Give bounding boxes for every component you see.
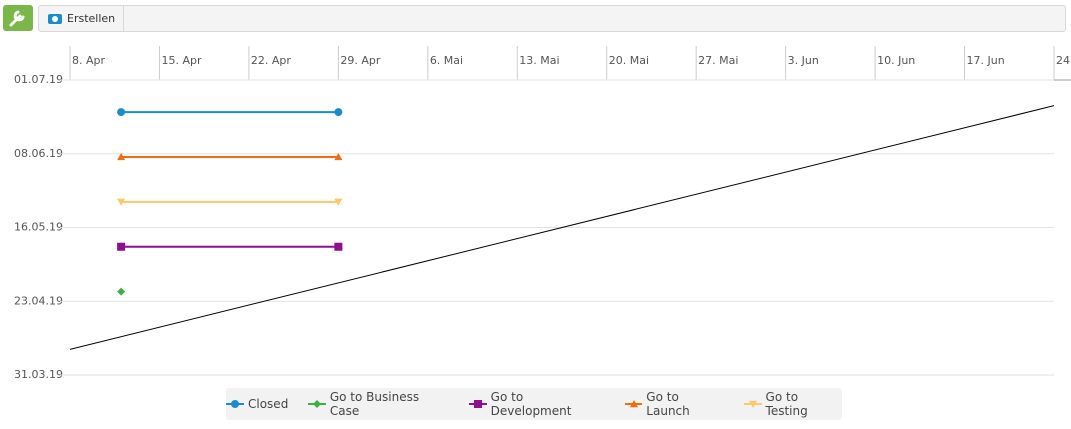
legend-label: Go to Launch <box>646 390 690 418</box>
y-tick-label: 01.07.19 <box>14 73 63 86</box>
y-tick-label: 08.06.19 <box>14 147 63 160</box>
marker <box>313 400 322 408</box>
legend: Closed Go to Business Case Go to Developme… <box>226 388 842 420</box>
x-tick-label: 3. Jun <box>788 54 819 67</box>
x-tick-label: 17. Jun <box>967 54 1005 67</box>
marker <box>231 400 239 408</box>
y-tick-label: 31.03.19 <box>14 368 63 381</box>
camera-icon <box>48 14 62 24</box>
legend-icon <box>624 400 643 408</box>
legend-icon <box>469 400 487 408</box>
legend-icon <box>744 400 762 408</box>
marker <box>334 198 343 206</box>
legend-icon <box>226 400 244 408</box>
marker <box>334 108 343 117</box>
wrench-icon <box>9 10 25 27</box>
marker <box>117 242 126 251</box>
x-tick-label: 20. Mai <box>609 54 649 67</box>
x-tick-label: 22. Apr <box>251 54 291 67</box>
marker <box>117 198 126 206</box>
legend-item[interactable]: Go to Development <box>469 390 605 418</box>
x-tick-label: 24. Jun <box>1056 54 1071 67</box>
marker <box>749 400 757 408</box>
legend-label: Closed <box>248 397 289 411</box>
y-tick-label: 23.04.19 <box>14 294 63 307</box>
x-tick-label: 29. Apr <box>340 54 380 67</box>
marker <box>117 152 126 161</box>
x-tick-label: 8. Apr <box>72 54 105 67</box>
marker <box>334 152 343 161</box>
marker <box>117 108 126 117</box>
legend-label: Go to Testing <box>765 390 808 418</box>
legend-item[interactable]: Go to Launch <box>624 390 724 418</box>
x-tick-label: 6. Mai <box>430 54 463 67</box>
legend-item[interactable]: Go to Testing <box>744 390 842 418</box>
reference-line <box>69 105 1055 350</box>
legend-label: Go to Business Case <box>329 390 420 418</box>
y-tick-label: 16.05.19 <box>14 221 63 234</box>
marker <box>117 287 126 296</box>
legend-icon <box>308 400 326 408</box>
create-button[interactable]: Erstellen <box>39 6 124 31</box>
x-tick-label: 27. Mai <box>698 54 738 67</box>
x-tick-label: 15. Apr <box>161 54 201 67</box>
marker <box>474 400 483 408</box>
legend-item[interactable]: Closed <box>226 397 288 411</box>
toolbar: Erstellen <box>38 5 1066 32</box>
legend-label: Go to Development <box>490 390 572 418</box>
marker <box>334 242 343 251</box>
button-label: Erstellen <box>67 12 116 25</box>
x-tick-label: 10. Jun <box>877 54 915 67</box>
x-tick-label: 13. Mai <box>519 54 559 67</box>
marker <box>629 400 638 408</box>
tool-button[interactable] <box>3 5 33 31</box>
legend-item[interactable]: Go to Business Case <box>308 390 449 418</box>
